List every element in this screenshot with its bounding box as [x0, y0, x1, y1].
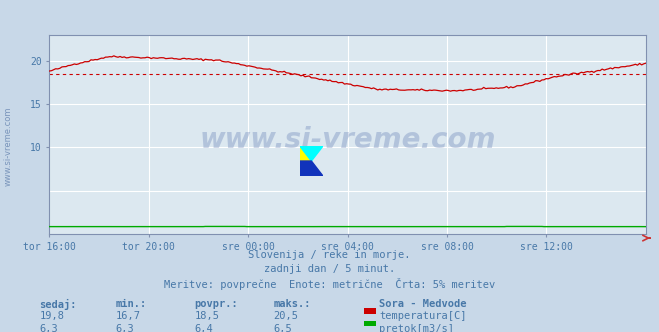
Text: 19,8: 19,8 [40, 311, 65, 321]
Text: 6,5: 6,5 [273, 324, 292, 332]
Text: min.:: min.: [115, 299, 146, 309]
Text: 6,3: 6,3 [115, 324, 134, 332]
Polygon shape [300, 161, 323, 176]
Text: Meritve: povprečne  Enote: metrične  Črta: 5% meritev: Meritve: povprečne Enote: metrične Črta:… [164, 278, 495, 290]
Text: maks.:: maks.: [273, 299, 311, 309]
Text: Slovenija / reke in morje.: Slovenija / reke in morje. [248, 250, 411, 260]
Text: 20,5: 20,5 [273, 311, 299, 321]
Text: povpr.:: povpr.: [194, 299, 238, 309]
Text: 6,4: 6,4 [194, 324, 213, 332]
Text: Sora - Medvode: Sora - Medvode [379, 299, 467, 309]
Text: zadnji dan / 5 minut.: zadnji dan / 5 minut. [264, 264, 395, 274]
Text: 18,5: 18,5 [194, 311, 219, 321]
Polygon shape [300, 146, 312, 161]
Text: pretok[m3/s]: pretok[m3/s] [379, 324, 454, 332]
Text: sedaj:: sedaj: [40, 299, 77, 310]
Text: temperatura[C]: temperatura[C] [379, 311, 467, 321]
Text: 6,3: 6,3 [40, 324, 58, 332]
Text: www.si-vreme.com: www.si-vreme.com [3, 106, 13, 186]
Text: 16,7: 16,7 [115, 311, 140, 321]
Text: www.si-vreme.com: www.si-vreme.com [200, 126, 496, 154]
Polygon shape [300, 146, 323, 161]
